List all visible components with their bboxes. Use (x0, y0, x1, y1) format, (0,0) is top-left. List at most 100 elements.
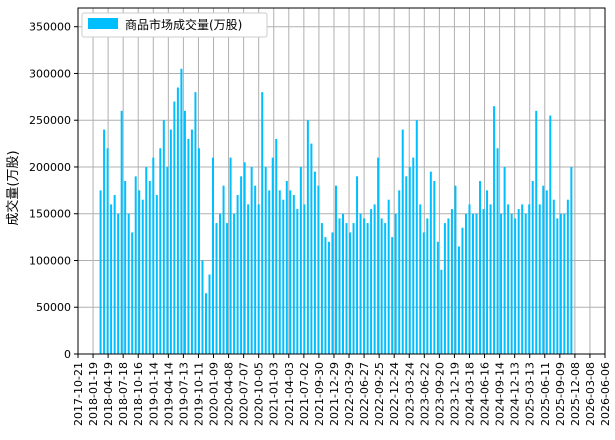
volume-bar (517, 209, 520, 354)
volume-bar (190, 129, 193, 354)
volume-bar (250, 166, 253, 354)
volume-bar (412, 157, 415, 354)
volume-bar (296, 209, 299, 354)
volume-bar (521, 204, 524, 354)
volume-bar (422, 232, 425, 354)
x-tick-label: 2026-06-06 (599, 362, 612, 426)
x-tick-label: 2024-12-13 (509, 362, 522, 426)
volume-bar (310, 143, 313, 354)
volume-bar (159, 148, 162, 354)
x-tick-label: 2026-03-08 (584, 362, 597, 426)
volume-bar (162, 120, 165, 354)
volume-bar (222, 185, 225, 354)
volume-bar (148, 181, 151, 354)
volume-bar (254, 185, 257, 354)
volume-bar (563, 213, 566, 354)
x-tick-label: 2025-09-09 (554, 362, 567, 426)
volume-bar (500, 213, 503, 354)
volume-bar (538, 204, 541, 354)
volume-bar (384, 223, 387, 354)
legend-box (81, 12, 268, 38)
volume-bar (429, 171, 432, 354)
volume-bar (117, 213, 120, 354)
volume-bar (489, 204, 492, 354)
volume-bar (450, 209, 453, 354)
x-tick-label: 2019-10-11 (192, 362, 205, 426)
volume-bar (299, 166, 302, 354)
volume-bar (408, 166, 411, 354)
volume-bar (426, 218, 429, 354)
volume-bar (103, 129, 106, 354)
y-tick-label: 150000 (29, 208, 71, 221)
x-tick-label: 2018-07-18 (117, 362, 130, 426)
volume-bar (475, 213, 478, 354)
volume-bar (447, 218, 450, 354)
volume-bar (479, 181, 482, 354)
volume-bar (552, 199, 555, 354)
volume-bar (507, 204, 510, 354)
y-tick-label: 100000 (29, 254, 71, 267)
volume-bar (226, 223, 229, 354)
volume-bar (394, 213, 397, 354)
volume-bar (268, 190, 271, 354)
volume-bar (356, 176, 359, 354)
x-tick-label: 2018-10-16 (132, 362, 145, 426)
volume-bar (415, 120, 418, 354)
volume-bar (471, 213, 474, 354)
volume-bar (261, 92, 264, 354)
x-tick-label: 2020-07-07 (238, 362, 251, 426)
x-tick-label: 2018-04-19 (102, 362, 115, 426)
volume-bar (535, 110, 538, 354)
volume-bar (570, 166, 573, 354)
volume-bar (345, 223, 348, 354)
volume-bar (166, 166, 169, 354)
x-tick-label: 2021-12-29 (328, 362, 341, 426)
y-tick-label: 50000 (36, 301, 71, 314)
volume-bar (433, 181, 436, 354)
volume-bar (257, 204, 260, 354)
x-tick-label: 2024-09-14 (494, 362, 507, 426)
volume-bar (493, 106, 496, 355)
x-tick-label: 2023-06-22 (418, 362, 431, 426)
legend-swatch (88, 18, 118, 29)
volume-bar (370, 209, 373, 354)
volume-bar (99, 190, 102, 354)
volume-bar (278, 190, 281, 354)
y-tick-label: 350000 (29, 21, 71, 34)
volume-bar (468, 204, 471, 354)
x-tick-label: 2024-06-16 (479, 362, 492, 426)
volume-bar (303, 204, 306, 354)
volume-bar (240, 176, 243, 354)
x-tick-label: 2019-04-14 (162, 362, 175, 426)
volume-bar (401, 129, 404, 354)
volume-bar (145, 166, 148, 354)
y-tick-label: 0 (64, 348, 71, 361)
volume-bar (180, 68, 183, 354)
x-tick-label: 2024-03-18 (463, 362, 476, 426)
plot-frame (77, 7, 606, 355)
volume-bar (443, 223, 446, 354)
volume-bar (313, 171, 316, 354)
x-tick-label: 2022-03-29 (343, 362, 356, 426)
volume-bar (352, 223, 355, 354)
x-tick-label: 2023-09-20 (433, 362, 446, 426)
x-tick-label: 2021-09-30 (313, 362, 326, 426)
volume-bar (380, 218, 383, 354)
volume-bar (271, 157, 274, 354)
volume-bar (197, 148, 200, 354)
volume-bar (440, 269, 443, 354)
x-axis-ticks: 2017-10-21 2018-01-19 2018-04-19 2018-07-18… (72, 354, 612, 426)
volume-bar (289, 190, 292, 354)
volume-bar (219, 213, 222, 354)
volume-bar (327, 241, 330, 354)
volume-bar (457, 246, 460, 354)
x-tick-label: 2023-12-19 (448, 362, 461, 426)
volume-bar (366, 223, 369, 354)
volume-bar (391, 237, 394, 354)
volume-bar (169, 129, 172, 354)
x-tick-label: 2017-10-21 (72, 362, 85, 426)
volume-bar (514, 218, 517, 354)
volume-bar (212, 157, 215, 354)
volume-bar (486, 190, 489, 354)
x-tick-label: 2020-10-05 (253, 362, 266, 426)
